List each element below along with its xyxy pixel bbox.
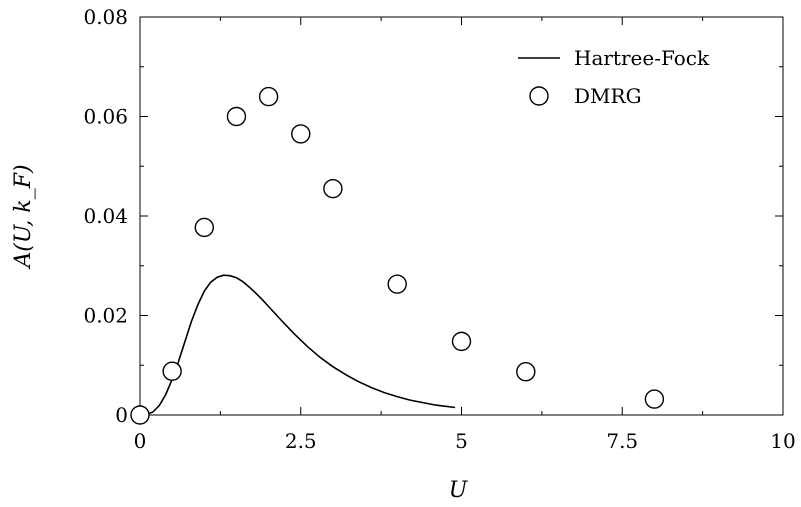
y-tick-label: 0 <box>115 403 128 427</box>
data-point-dmrg <box>226 106 247 127</box>
series-layer <box>130 86 665 425</box>
plot-frame <box>139 16 784 416</box>
x-axis-label: U <box>449 478 469 503</box>
x-axis: 0 2.5 5 7.5 10 <box>134 17 796 453</box>
plot-area <box>139 16 784 416</box>
x-tick-label: 0 <box>134 429 147 453</box>
legend-label-hartree-fock: Hartree-Fock <box>574 46 710 70</box>
data-point-dmrg <box>387 274 407 294</box>
x-tick-label: 7.5 <box>606 429 638 453</box>
legend-label-dmrg: DMRG <box>574 84 642 108</box>
x-tick-label: 5 <box>455 429 468 453</box>
data-point-dmrg <box>291 124 311 144</box>
data-point-dmrg <box>323 178 343 199</box>
y-tick-label: 0.04 <box>83 204 128 228</box>
y-tick-label: 0.06 <box>83 105 128 129</box>
x-tick-label: 2.5 <box>285 429 317 453</box>
data-point-dmrg <box>162 361 182 381</box>
x-tick-label: 10 <box>770 429 795 453</box>
data-point-dmrg <box>194 217 215 238</box>
legend-circle-swatch <box>529 86 549 106</box>
data-point-dmrg <box>451 331 472 352</box>
y-axis-label: A(U, k_F) <box>11 164 36 269</box>
series-line-hartree-fock <box>139 274 456 416</box>
y-axis: 0 0.02 0.04 0.06 0.08 <box>83 5 783 427</box>
y-axis-label-group: A(U, k_F) <box>11 164 36 269</box>
data-point-dmrg <box>644 389 665 409</box>
y-tick-label: 0.02 <box>83 304 128 328</box>
data-point-dmrg <box>258 86 279 107</box>
y-tick-label: 0.08 <box>83 5 128 29</box>
legend: Hartree-Fock DMRG <box>518 46 710 108</box>
data-point-dmrg <box>130 405 150 425</box>
data-point-dmrg <box>516 362 536 382</box>
